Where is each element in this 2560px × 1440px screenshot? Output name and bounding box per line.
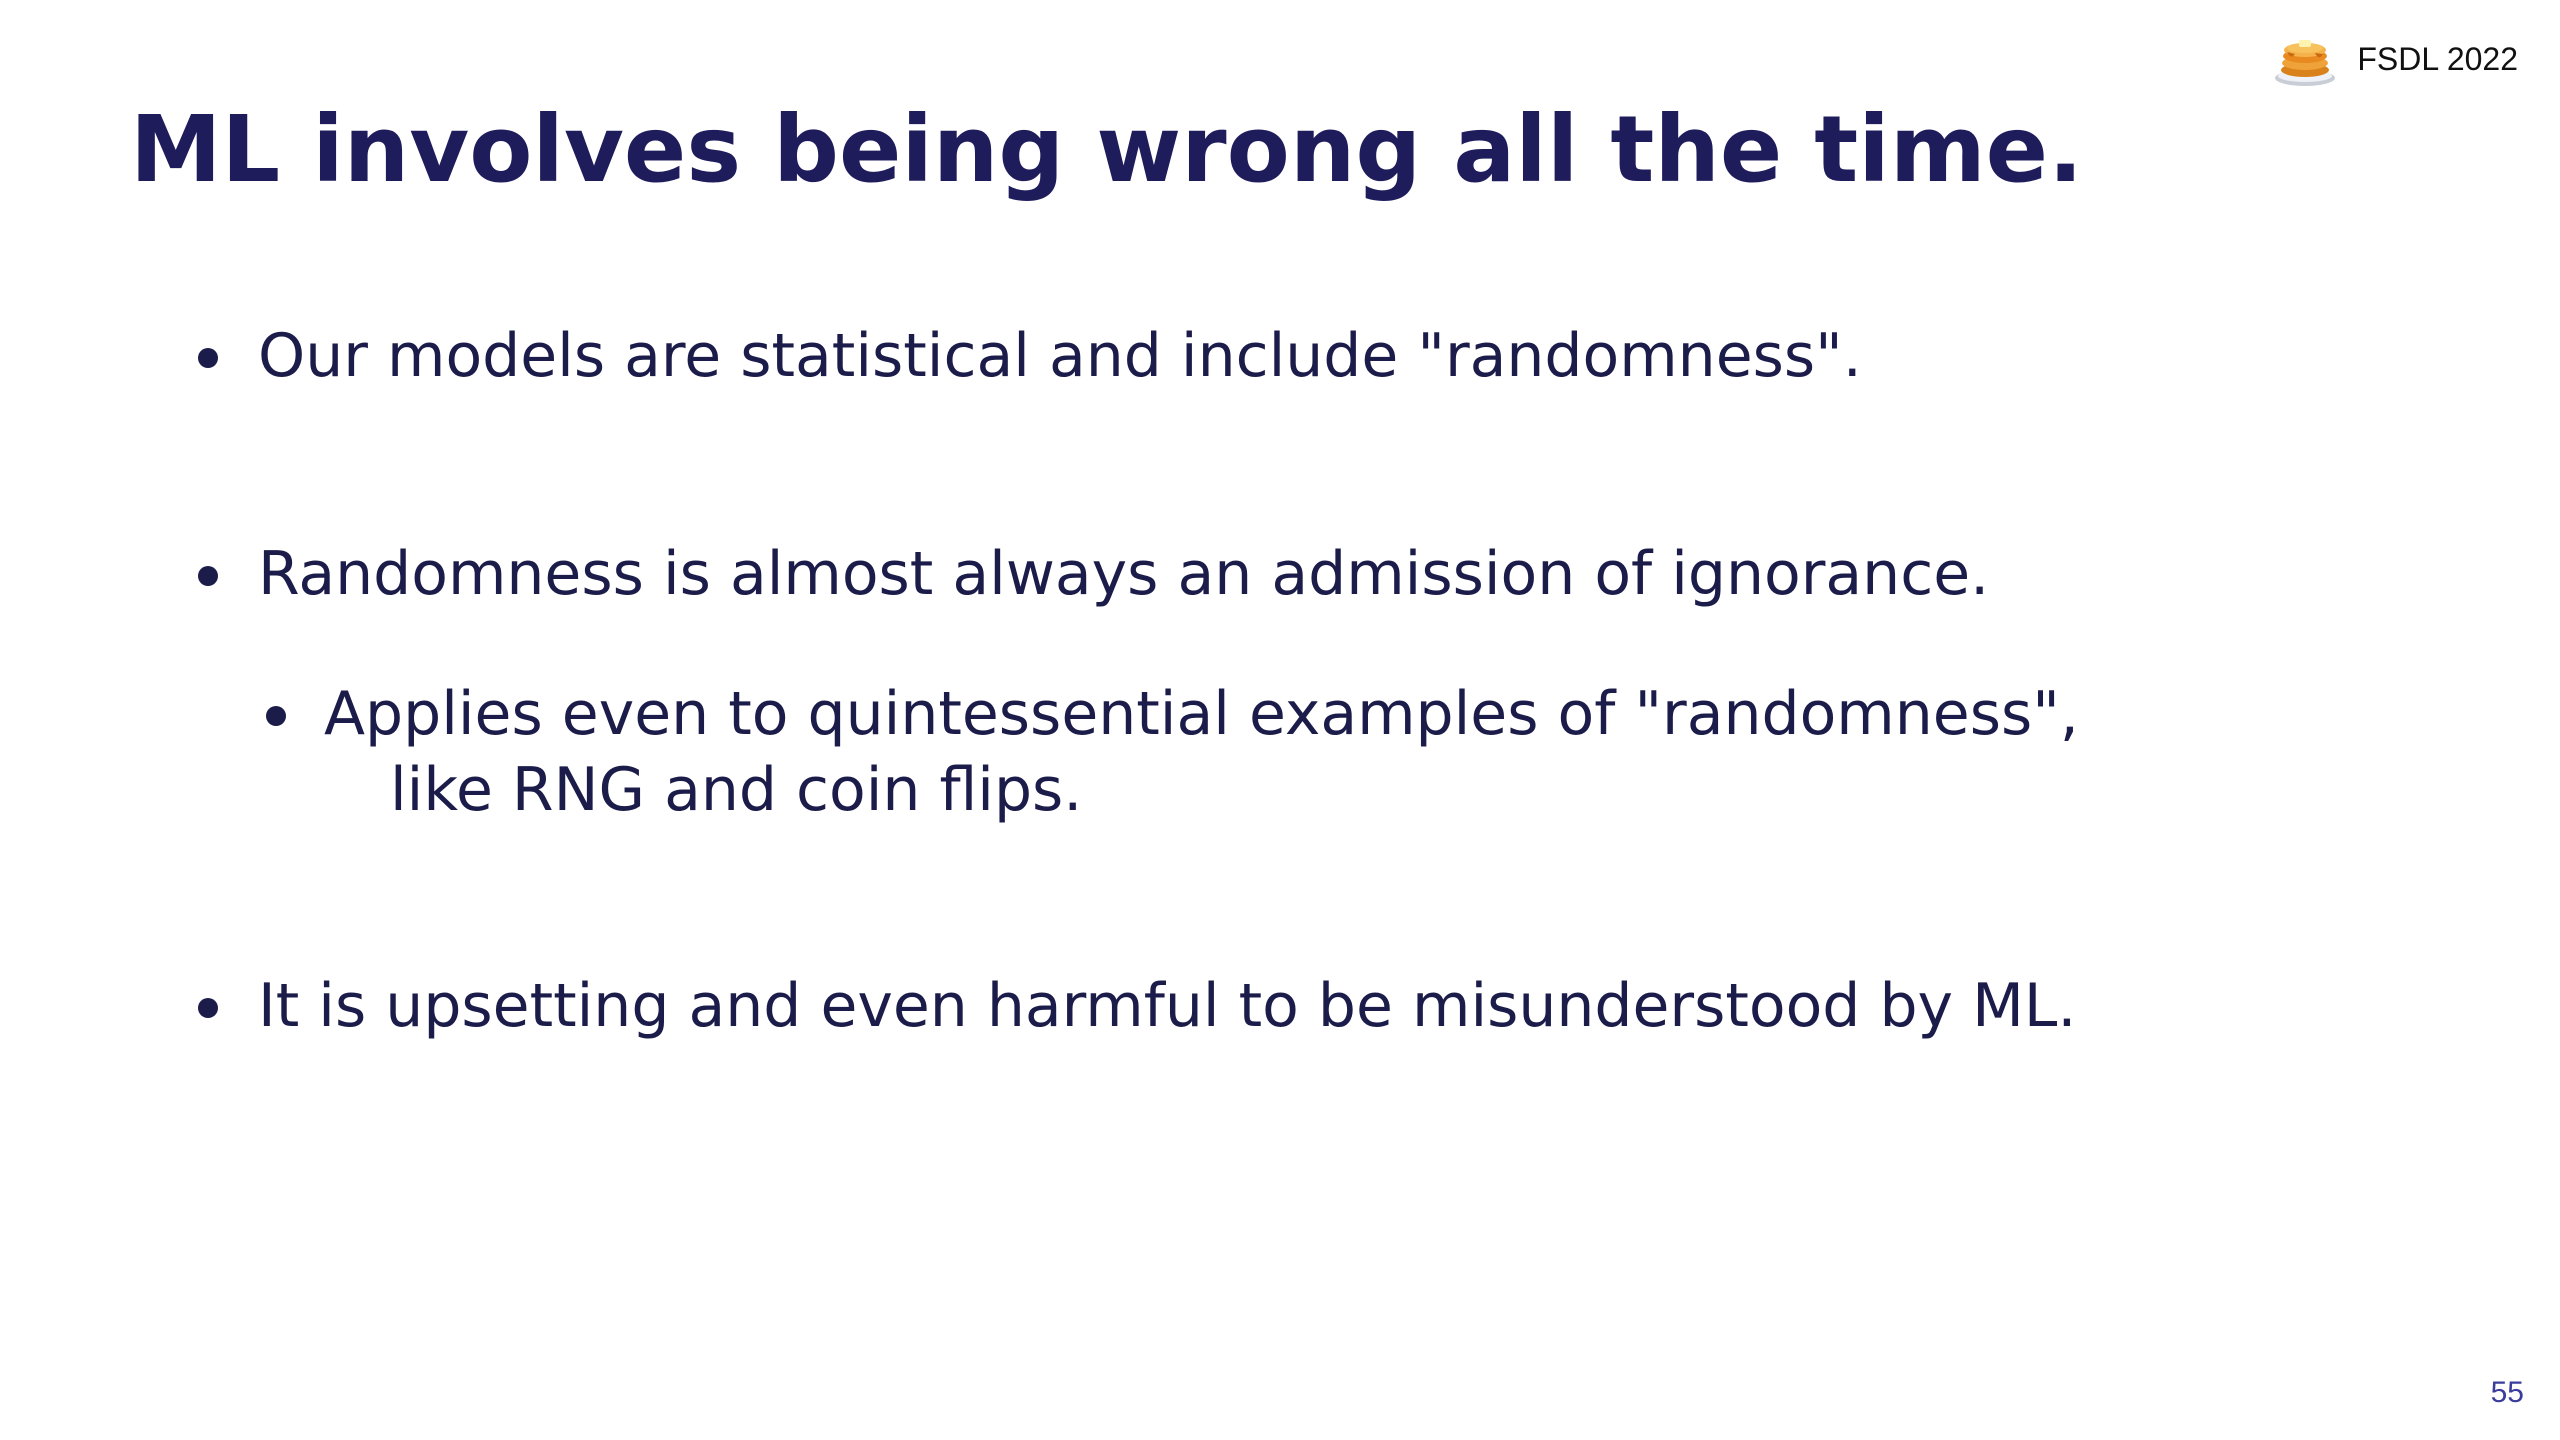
brand: FSDL 2022 [2271,30,2518,88]
bullet-item-1: Our models are statistical and include "… [198,318,1862,394]
bullet-dot [198,998,218,1018]
sub-bullet-text-line2: like RNG and coin flips. [390,755,1083,825]
bullet-dot [266,706,286,726]
pancake-stack-icon [2275,40,2336,86]
bullet-dot [198,348,218,368]
page-number: 55 [2490,1376,2524,1409]
brand-label: FSDL 2022 [2357,40,2518,77]
slide-title: ML involves being wrong all the time. [130,96,2084,203]
bullet-text: Our models are statistical and include "… [258,321,1862,391]
sub-bullet-text-line1: Applies even to quintessential examples … [324,679,2079,749]
bullet-text: Randomness is almost always an admission… [258,539,1990,609]
sub-bullet-item: Applies even to quintessential examples … [266,676,2079,828]
bullet-text: It is upsetting and even harmful to be m… [258,971,2077,1041]
bullet-item-2: Randomness is almost always an admission… [198,536,1990,612]
bullet-item-3: It is upsetting and even harmful to be m… [198,968,2077,1044]
bullet-dot [198,566,218,586]
